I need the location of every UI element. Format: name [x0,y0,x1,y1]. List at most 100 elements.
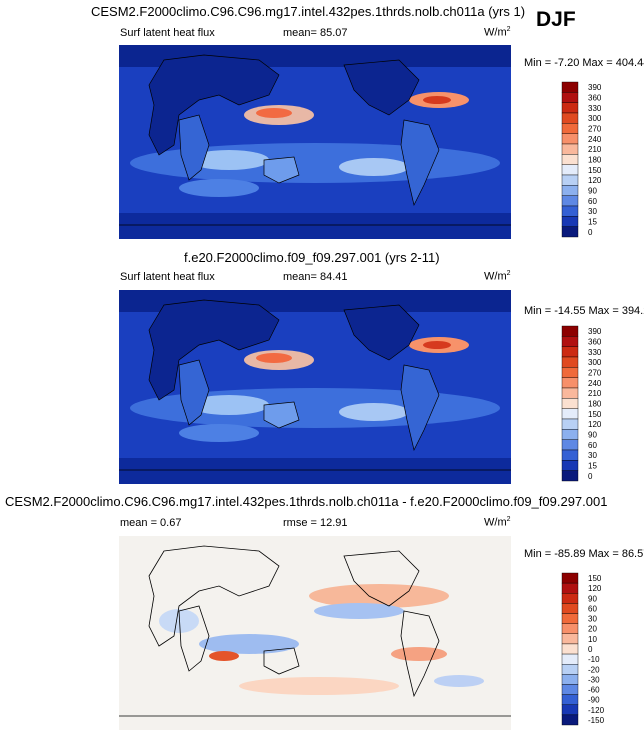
panel3-rmse: rmse = 12.91 [283,517,348,529]
panel3-colorbar-tick-label: 20 [588,625,597,634]
panel2-colorbar-tick-label: 90 [588,431,597,440]
panel1-colorbar-tick-label: 330 [588,104,602,113]
panel2-colorbar-swatch [561,408,579,420]
panel2-colorbar-tick-label: 15 [588,462,597,471]
panel2-colorbar-tick-label: 150 [588,410,602,419]
panel1-colorbar-swatch [561,81,579,93]
panel3-colorbar-tick-label: 30 [588,615,597,624]
panel2-colorbar-swatch [561,387,579,399]
panel3-units: W/m2 [484,516,511,529]
panel3-colorbar-swatch [561,684,579,695]
panel1-colorbar-swatch [561,143,579,155]
panel2-colorbar-tick-label: 300 [588,358,602,367]
panel3-minmax: Min = -85.89 Max = 86.57 [524,548,644,560]
panel3-colorbar-swatch [561,613,579,624]
panel2-colorbar-swatch [561,336,579,347]
panel2-colorbar-swatch [561,449,579,461]
panel2-map [119,290,511,484]
panel1-colorbar-swatch [561,195,579,207]
panel3-colorbar-swatch [561,633,579,645]
panel3-colorbar-swatch [561,694,579,705]
panel1-mean: mean= 85.07 [283,27,348,39]
panel3-colorbar-swatch [561,623,579,635]
panel3-title: CESM2.F2000climo.C96.C96.mg17.intel.432p… [5,494,608,509]
panel3-colorbar-swatch [561,704,579,716]
panel3-colorbar-swatch [561,603,579,614]
panel1-colorbar-tick-label: 0 [588,228,593,237]
panel2-colorbar-swatch [561,429,579,440]
panel2-colorbar-tick-label: 330 [588,348,602,357]
panel2-title: f.e20.F2000climo.f09_f09.297.001 (yrs 2-… [184,250,440,265]
panel2-colorbar-tick-label: 120 [588,420,602,429]
panel2-minmax: Min = -14.55 Max = 394.25 [524,305,644,317]
panel2-colorbar-swatch [561,325,579,337]
panel2-variable: Surf latent heat flux [120,271,215,283]
panel3-colorbar-tick-label: 10 [588,635,597,644]
panel3-colorbar-tick-label: -20 [588,665,600,674]
panel2-colorbar-swatch [561,346,579,358]
panel2-colorbar-swatch [561,398,579,409]
panel3-colorbar-tick-label: -30 [588,675,600,684]
panel2-units: W/m2 [484,270,511,283]
panel1-colorbar-swatch [561,102,579,114]
panel2-colorbar-swatch [561,470,579,482]
panel1-colorbar-tick-label: 60 [588,197,597,206]
panel1-colorbar-swatch [561,216,579,227]
panel2-colorbar-swatch [561,439,579,451]
panel2-colorbar-tick-label: 360 [588,338,602,347]
panel2-colorbar-tick-label: 0 [588,472,593,481]
panel1-title: CESM2.F2000climo.C96.C96.mg17.intel.432p… [91,4,526,19]
panel1-colorbar-tick-label: 180 [588,156,602,165]
panel1-colorbar-swatch [561,164,579,176]
panel1-colorbar-swatch [561,185,579,196]
panel2-colorbar-swatch [561,418,579,430]
panel2-colorbar-swatch [561,460,579,471]
panel1-units: W/m2 [484,26,511,39]
panel1-colorbar-swatch [561,123,579,134]
panel3-colorbar-tick-label: -90 [588,696,600,705]
panel3-colorbar-swatch [561,643,579,655]
panel1-colorbar-tick-label: 210 [588,145,602,154]
panel2-colorbar-tick-label: 210 [588,389,602,398]
panel1-colorbar-swatch [561,154,579,165]
panel1-colorbar-tick-label: 240 [588,135,602,144]
panel1-minmax: Min = -7.20 Max = 404.44 [524,57,644,69]
panel1-colorbar-tick-label: 300 [588,114,602,123]
panel2-colorbar-swatch [561,367,579,378]
panel1-colorbar-tick-label: 270 [588,125,602,134]
panel3-colorbar-swatch [561,674,579,685]
panel2-colorbar-swatch [561,356,579,368]
panel2-colorbar-swatch [561,377,579,389]
panel2-colorbar-tick-label: 30 [588,451,597,460]
panel3-colorbar-tick-label: 150 [588,574,602,583]
panel3-colorbar-tick-label: -60 [588,686,600,695]
panel3-colorbar-tick-label: 120 [588,584,602,593]
panel3-colorbar-swatch [561,582,579,594]
panel2-colorbar-tick-label: 180 [588,400,602,409]
panel3-colorbar-tick-label: 0 [588,645,593,654]
panel1-map [119,45,511,239]
panel3-map [119,536,511,730]
panel1-colorbar-swatch [561,226,579,238]
panel1-colorbar-swatch [561,205,579,217]
panel3-colorbar-swatch [561,714,579,726]
panel3-colorbar-swatch [561,572,579,584]
panel1-colorbar-swatch [561,92,579,103]
panel3-colorbar-tick-label: -10 [588,655,600,664]
panel1-colorbar-swatch [561,174,579,186]
panel3-colorbar-swatch [561,653,579,665]
panel1-variable: Surf latent heat flux [120,27,215,39]
panel1-colorbar-tick-label: 360 [588,94,602,103]
panel2-colorbar-tick-label: 270 [588,369,602,378]
panel2-colorbar-tick-label: 240 [588,379,602,388]
panel1-colorbar-tick-label: 15 [588,218,597,227]
panel1-colorbar-tick-label: 150 [588,166,602,175]
panel1-colorbar-tick-label: 120 [588,176,602,185]
panel3-mean: mean = 0.67 [120,517,182,529]
season-label: DJF [536,8,576,31]
panel2-colorbar-tick-label: 390 [588,327,602,336]
panel1-colorbar-tick-label: 90 [588,187,597,196]
